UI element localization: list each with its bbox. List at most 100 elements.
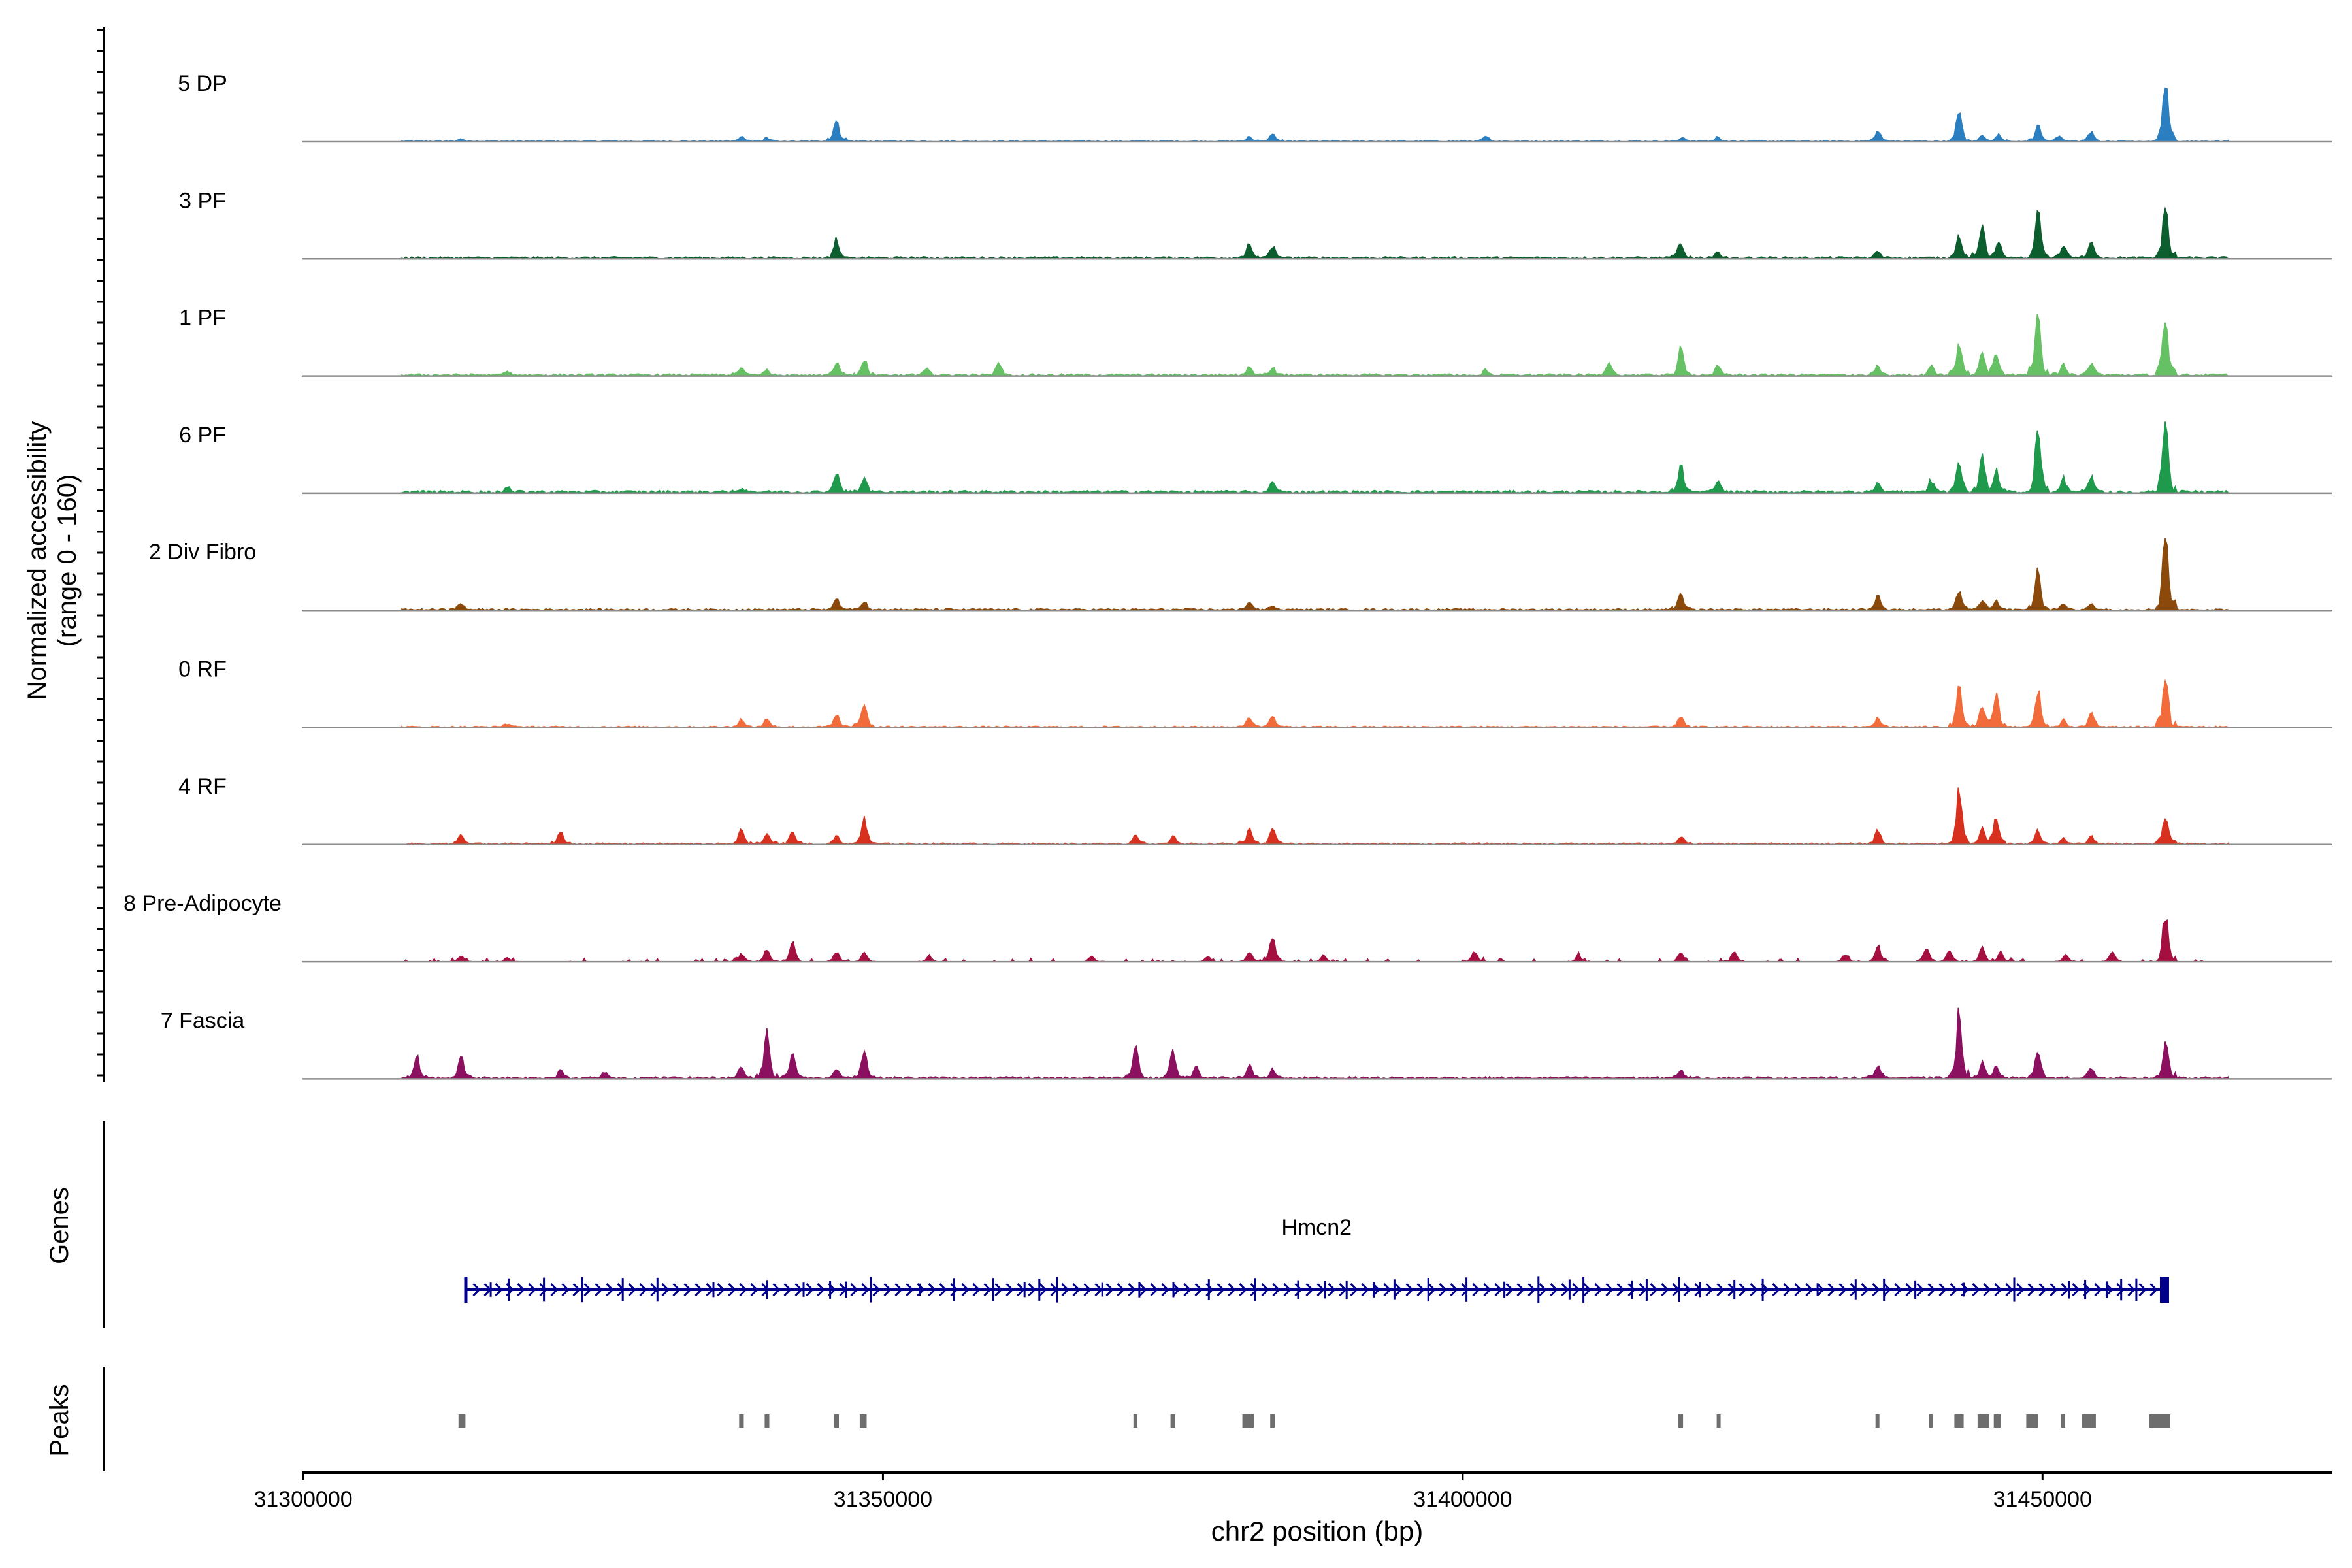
- strand-arrow: [2116, 1282, 2125, 1297]
- strand-arrow: [1250, 1282, 1258, 1297]
- exon: [1101, 1282, 1103, 1297]
- strand-arrow: [1094, 1282, 1103, 1297]
- strand-arrow: [750, 1282, 759, 1297]
- strand-arrow: [1428, 1282, 1436, 1297]
- strand-arrow: [1861, 1282, 1869, 1297]
- strand-arrow: [528, 1282, 536, 1297]
- exon: [543, 1277, 546, 1302]
- exon: [1254, 1278, 1256, 1301]
- coverage-area: [401, 787, 2229, 845]
- exon: [1914, 1280, 1917, 1299]
- track-label: 5 DP: [178, 71, 227, 96]
- strand-arrow: [661, 1282, 670, 1297]
- peak-region: [739, 1414, 744, 1428]
- strand-arrow: [1772, 1282, 1780, 1297]
- peak-region: [1993, 1414, 2001, 1428]
- exon: [581, 1277, 583, 1303]
- peak-region: [1929, 1414, 1933, 1428]
- strand-arrow: [939, 1282, 947, 1297]
- exon: [1631, 1280, 1633, 1299]
- strand-arrow: [1650, 1282, 1658, 1297]
- strand-arrow: [1150, 1282, 1158, 1297]
- exon: [2013, 1277, 2016, 1302]
- strand-arrow: [628, 1282, 636, 1297]
- strand-arrow: [2138, 1282, 2147, 1297]
- strand-arrow: [1328, 1282, 1336, 1297]
- coverage-area: [401, 87, 2229, 142]
- exon: [1373, 1282, 1375, 1298]
- strand-arrow: [872, 1282, 881, 1297]
- strand-arrow: [1661, 1282, 1669, 1297]
- strand-arrow: [1539, 1282, 1547, 1297]
- gene-name-label: Hmcn2: [1281, 1215, 1352, 1240]
- strand-arrow: [1583, 1282, 1592, 1297]
- strand-arrow: [1683, 1282, 1691, 1297]
- track-label: 4 RF: [178, 774, 227, 799]
- strand-arrow: [950, 1282, 958, 1297]
- exon: [1645, 1279, 1648, 1301]
- strand-arrow: [1005, 1282, 1014, 1297]
- strand-arrow: [1739, 1282, 1747, 1297]
- coverage-area: [401, 538, 2229, 612]
- strand-arrow: [2094, 1282, 2102, 1297]
- strand-arrow: [606, 1282, 614, 1297]
- strand-arrow: [1838, 1282, 1847, 1297]
- coverage-y-axis: [97, 27, 105, 1082]
- strand-arrow: [1294, 1282, 1303, 1297]
- track-0-rf: 0 RF: [178, 657, 2332, 728]
- exon: [766, 1280, 768, 1299]
- exon: [1038, 1279, 1041, 1301]
- exon: [919, 1283, 921, 1296]
- exon: [1761, 1278, 1764, 1301]
- strand-arrow: [1217, 1282, 1225, 1297]
- exon: [1537, 1276, 1540, 1303]
- strand-arrow: [683, 1282, 692, 1297]
- track-5-dp: 5 DP: [178, 71, 2332, 143]
- exon: [870, 1277, 872, 1303]
- gene-track: Hmcn2: [464, 1215, 2169, 1303]
- strand-arrow: [783, 1282, 792, 1297]
- strand-arrow: [739, 1282, 747, 1297]
- genes-panel-label: Genes: [45, 1187, 74, 1264]
- strand-arrow: [1028, 1282, 1036, 1297]
- exon: [2084, 1280, 2087, 1299]
- exon: [953, 1278, 955, 1301]
- track-label: 2 Div Fibro: [149, 540, 256, 564]
- strand-arrow: [1105, 1282, 1114, 1297]
- strand-arrow: [1872, 1282, 1880, 1297]
- coverage-area: [401, 919, 2229, 963]
- exon: [621, 1278, 624, 1301]
- strand-arrow: [472, 1282, 481, 1297]
- track-8-pre-adipocyte: 8 Pre-Adipocyte: [123, 891, 2332, 963]
- strand-arrow: [928, 1282, 936, 1297]
- strand-arrow: [806, 1282, 814, 1297]
- exon: [1172, 1282, 1175, 1298]
- exon: [1963, 1282, 1965, 1297]
- strand-arrow: [495, 1282, 503, 1297]
- strand-arrow: [728, 1282, 736, 1297]
- strand-arrow: [1350, 1282, 1358, 1297]
- strand-arrow: [1017, 1282, 1025, 1297]
- strand-arrow: [1483, 1282, 1492, 1297]
- strand-arrow: [1616, 1282, 1625, 1297]
- strand-arrow: [1983, 1282, 1991, 1297]
- strand-arrow: [517, 1282, 525, 1297]
- strand-arrow: [1305, 1282, 1314, 1297]
- strand-arrow: [1083, 1282, 1092, 1297]
- exon: [712, 1282, 715, 1298]
- strand-arrow: [1783, 1282, 1791, 1297]
- track-label: 8 Pre-Adipocyte: [123, 891, 282, 916]
- strand-arrow: [772, 1282, 781, 1297]
- strand-arrow: [883, 1282, 892, 1297]
- strand-arrow: [1339, 1282, 1347, 1297]
- strand-arrow: [717, 1282, 725, 1297]
- strand-arrow: [583, 1282, 592, 1297]
- exon: [1582, 1277, 1585, 1303]
- strand-arrow: [1450, 1282, 1458, 1297]
- strand-arrow: [983, 1282, 992, 1297]
- strand-arrow: [1394, 1282, 1403, 1297]
- strand-arrow: [2072, 1282, 2080, 1297]
- track-label: 1 PF: [179, 306, 226, 331]
- strand-arrow: [1405, 1282, 1414, 1297]
- peak-region: [859, 1414, 867, 1428]
